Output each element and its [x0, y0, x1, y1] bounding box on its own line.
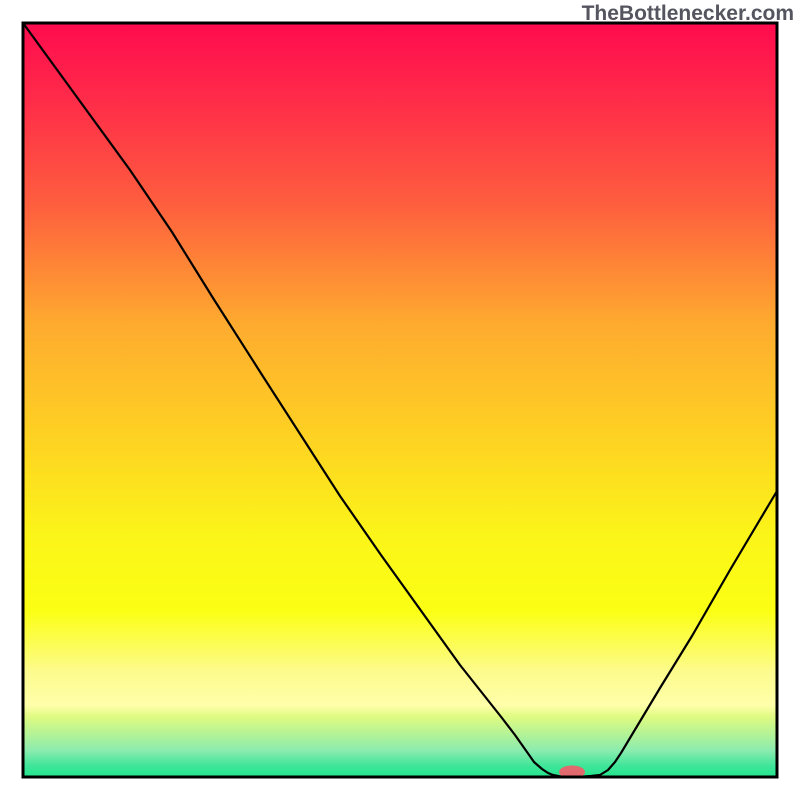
- chart-container: TheBottlenecker.com: [0, 0, 800, 800]
- watermark-text: TheBottlenecker.com: [582, 2, 794, 26]
- gradient-background: [23, 23, 777, 777]
- bottleneck-chart: [0, 0, 800, 800]
